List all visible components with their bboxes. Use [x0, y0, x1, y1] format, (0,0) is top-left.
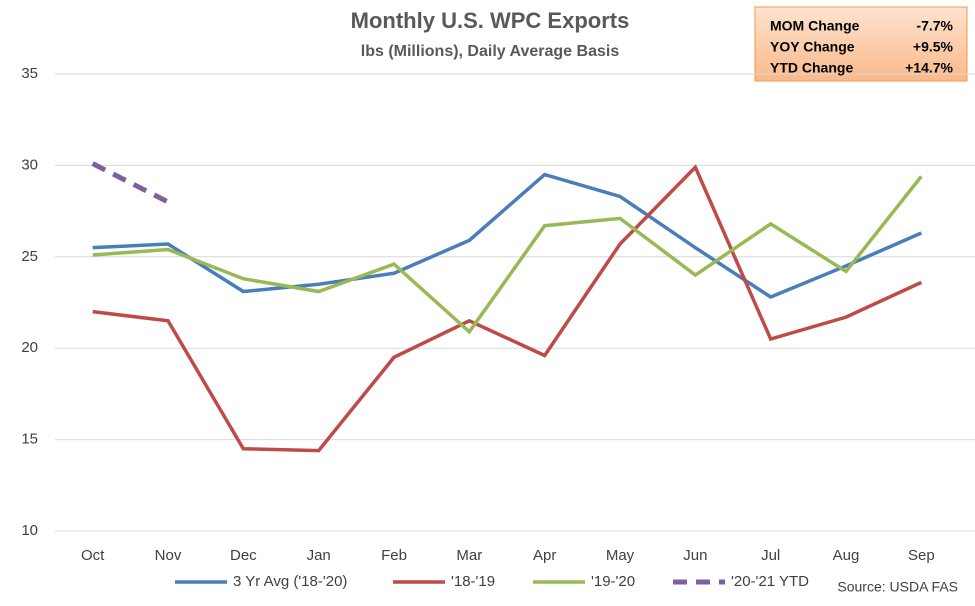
summary-label: YTD Change	[770, 60, 853, 76]
source: Source: USDA FAS	[837, 579, 958, 595]
x-tick-label: Aug	[833, 547, 860, 564]
y-tick-label: 15	[21, 431, 38, 448]
x-tick-label: Nov	[155, 547, 182, 564]
summary-value: -7.7%	[916, 18, 953, 34]
summary-label: YOY Change	[770, 39, 855, 55]
y-tick-label: 25	[21, 248, 38, 265]
x-tick-label: Jan	[307, 547, 331, 564]
line-series	[92, 175, 923, 335]
y-tick-label: 10	[21, 522, 38, 539]
chart-subtitle: lbs (Millions), Daily Average Basis	[361, 43, 620, 60]
legend-label: 3 Yr Avg ('18-'20)	[233, 573, 347, 590]
legend-label: '20-'21 YTD	[731, 573, 809, 590]
line-series	[92, 164, 923, 453]
y-tick-label: 35	[21, 65, 38, 82]
chart-title: Monthly U.S. WPC Exports	[351, 8, 630, 33]
x-tick-label: Oct	[81, 547, 105, 564]
x-tick-label: Jun	[683, 547, 707, 564]
legend-label: '18-'19	[451, 573, 495, 590]
x-tick-label: Jul	[761, 547, 780, 564]
legend-label: '19-'20	[591, 573, 635, 590]
summary-value: +14.7%	[905, 60, 953, 76]
x-tick-label: Feb	[381, 547, 407, 564]
x-tick-label: Apr	[533, 547, 556, 564]
line-series	[92, 172, 923, 299]
y-tick-label: 30	[21, 156, 38, 173]
line-series	[91, 161, 170, 205]
y-tick-label: 20	[21, 339, 38, 356]
x-tick-label: Dec	[230, 547, 257, 564]
summary-value: +9.5%	[913, 39, 954, 55]
summary-box	[754, 6, 968, 82]
x-tick-label: May	[606, 547, 635, 564]
x-tick-label: Sep	[908, 547, 935, 564]
summary-label: MOM Change	[770, 18, 860, 34]
x-tick-label: Mar	[456, 547, 482, 564]
